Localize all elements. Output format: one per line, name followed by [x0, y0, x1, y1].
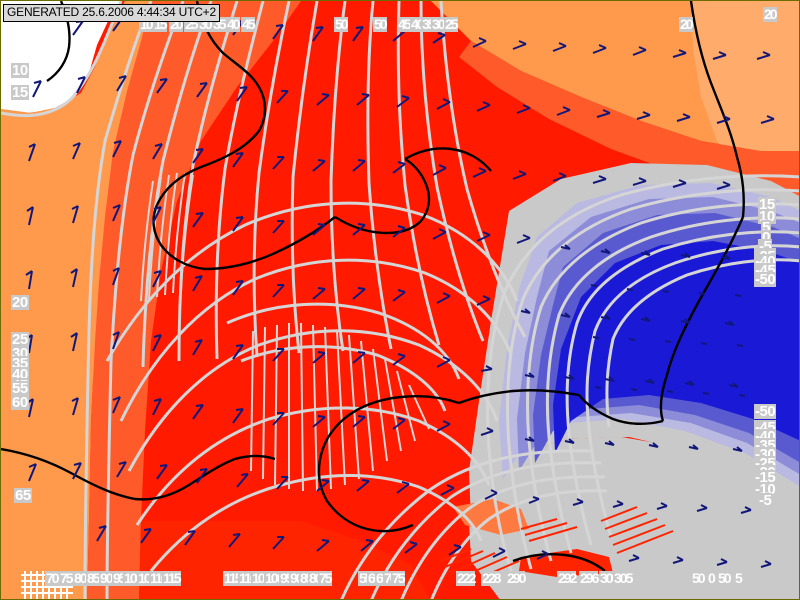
fill-orangered-e	[459, 41, 799, 197]
contour-label-bottom: 50	[691, 570, 706, 586]
contour-label-bottom: 222	[456, 570, 476, 586]
isoline-group-central	[105, 201, 519, 572]
contour-label-bottom: 75	[391, 570, 406, 586]
contour-label-left: 65	[14, 487, 32, 504]
contour-label-left: 15	[11, 84, 29, 101]
contour-label-left: 25	[11, 331, 29, 348]
contour-label-top: 30	[431, 16, 446, 32]
fill-orange-nw	[1, 1, 151, 599]
contour-label-bottom: 90	[99, 570, 114, 586]
contour-label-bottom: 305	[613, 570, 633, 586]
contour-label-right: 15	[758, 196, 776, 213]
contour-label-bottom: 75	[318, 570, 333, 586]
fill-white-nw	[1, 1, 121, 113]
contour-label-bottom: 0	[707, 570, 716, 586]
contour-label-bottom: 85	[86, 570, 101, 586]
contour-label-left: 60	[11, 394, 29, 411]
contour-label-right: -5	[758, 492, 773, 509]
isoline-group-south	[340, 449, 608, 599]
isoline-stripes-central	[250, 322, 430, 492]
contour-label-top: 20	[679, 16, 694, 32]
fill-pale-orange-ne	[691, 1, 799, 191]
coastline-group	[1, 1, 745, 572]
contour-label-right: -15	[754, 469, 777, 486]
contour-label-bottom: 115	[162, 570, 182, 586]
contour-label-top: 45	[241, 16, 256, 32]
contour-label-bottom: 296	[579, 570, 599, 586]
contour-label-right: -50	[754, 403, 777, 420]
contour-label-right: -50	[754, 271, 777, 288]
contour-label-top: 40	[226, 16, 241, 32]
contour-label-right: 5	[761, 219, 771, 236]
contour-label-bottom: 5	[734, 570, 743, 586]
contour-label-top: 20	[763, 6, 778, 22]
contour-label-bottom: 80	[73, 570, 88, 586]
contour-label-left: 55	[11, 380, 29, 397]
contour-label-bottom: 70	[45, 570, 60, 586]
contour-label-left: 20	[11, 294, 29, 311]
contour-label-top: 50	[373, 16, 388, 32]
wind-barbs	[25, 14, 775, 568]
contour-label-bottom: 50	[717, 570, 732, 586]
contour-label-top: 25	[444, 16, 459, 32]
contour-label-bottom: 292	[557, 570, 577, 586]
contour-label-bottom: 228	[481, 570, 501, 586]
contour-label-top: 50	[334, 16, 349, 32]
contour-label-left: 10	[11, 62, 29, 79]
contour-label-bottom: 115	[223, 570, 243, 586]
contour-label-bottom: 290	[506, 570, 526, 586]
contour-label-right: 0	[761, 229, 771, 246]
contour-label-bottom: 75	[59, 570, 74, 586]
contour-label-top: 45	[397, 16, 412, 32]
fill-red-s	[139, 521, 430, 599]
generated-timestamp-label: GENERATED 25.6.2006 4:44:34 UTC+2	[3, 4, 220, 22]
